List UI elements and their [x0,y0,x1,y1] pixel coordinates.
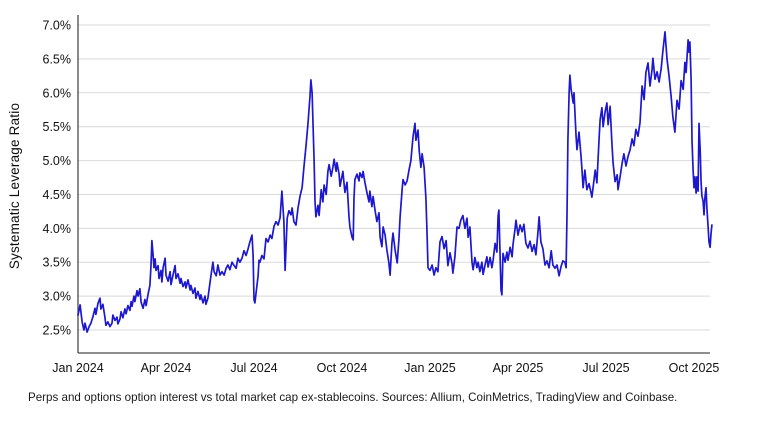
y-tick-label: 5.5% [43,120,72,134]
x-tick-label: Jan 2024 [52,361,103,375]
x-tick-label: Apr 2025 [493,361,544,375]
x-tick-label: Oct 2025 [669,361,720,375]
x-tick-label: Apr 2024 [141,361,192,375]
x-tick-label: Oct 2024 [317,361,368,375]
x-tick-label: Jul 2025 [582,361,629,375]
y-tick-label: 3.5% [43,256,72,270]
y-tick-label: 7.0% [43,19,72,33]
y-axis-title: Systematic Leverage Ratio [7,102,22,270]
y-tick-label: 3.0% [43,290,72,304]
y-tick-label: 6.5% [43,52,72,66]
y-tick-label: 5.0% [43,154,72,168]
y-tick-label: 4.0% [43,222,72,236]
chart-caption: Perps and options option interest vs tot… [28,391,678,404]
x-tick-label: Jul 2024 [230,361,277,375]
x-tick-label: Jan 2025 [404,361,455,375]
data-line-Systematic Leverage Ratio (%) [77,30,713,333]
y-tick-label: 4.5% [43,188,72,202]
y-tick-label: 2.5% [43,324,72,338]
y-tick-label: 6.0% [43,86,72,100]
